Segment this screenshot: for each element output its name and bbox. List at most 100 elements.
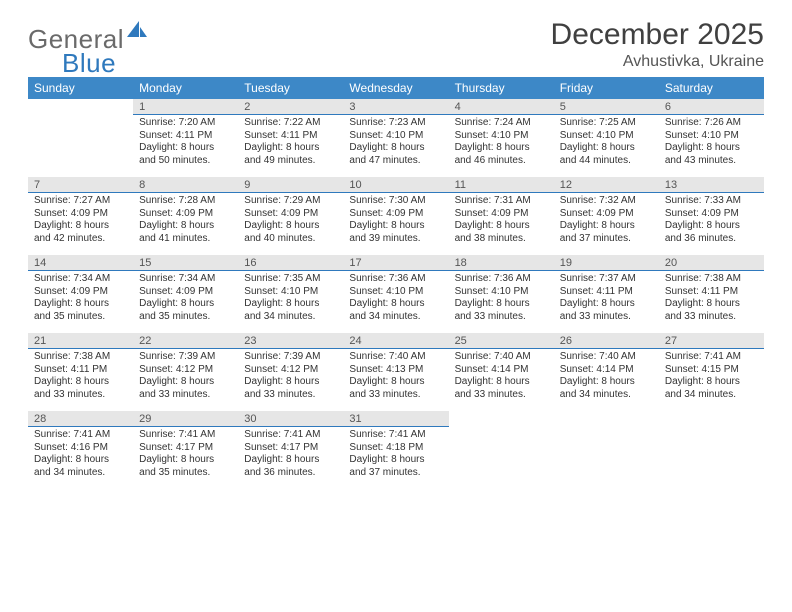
day-details: Sunrise: 7:41 AMSunset: 4:17 PMDaylight:… [238,427,343,483]
day-number: 10 [343,177,448,193]
calendar-day-cell: 17Sunrise: 7:36 AMSunset: 4:10 PMDayligh… [343,255,448,333]
calendar-page: General December 2025 Avhustivka, Ukrain… [0,0,792,612]
day-content: 31Sunrise: 7:41 AMSunset: 4:18 PMDayligh… [343,411,448,489]
day-content: 28Sunrise: 7:41 AMSunset: 4:16 PMDayligh… [28,411,133,489]
calendar-day-cell: 6Sunrise: 7:26 AMSunset: 4:10 PMDaylight… [659,99,764,177]
calendar-day-cell: 4Sunrise: 7:24 AMSunset: 4:10 PMDaylight… [449,99,554,177]
daylight-line-a: Daylight: 8 hours [34,376,127,389]
daylight-line-b: and 35 minutes. [34,311,127,324]
day-details: Sunrise: 7:41 AMSunset: 4:16 PMDaylight:… [28,427,133,483]
daylight-line-a: Daylight: 8 hours [349,142,442,155]
sunrise-line: Sunrise: 7:33 AM [665,195,758,208]
day-number: 18 [449,255,554,271]
daylight-line-a: Daylight: 8 hours [139,454,232,467]
calendar-day-cell [28,99,133,177]
calendar-body: 1Sunrise: 7:20 AMSunset: 4:11 PMDaylight… [28,99,764,489]
daylight-line-b: and 33 minutes. [455,311,548,324]
day-content: 21Sunrise: 7:38 AMSunset: 4:11 PMDayligh… [28,333,133,411]
sunset-line: Sunset: 4:14 PM [560,364,653,377]
sunset-line: Sunset: 4:12 PM [139,364,232,377]
day-content: 2Sunrise: 7:22 AMSunset: 4:11 PMDaylight… [238,99,343,177]
day-content: 8Sunrise: 7:28 AMSunset: 4:09 PMDaylight… [133,177,238,255]
daylight-line-b: and 34 minutes. [34,467,127,480]
sunrise-line: Sunrise: 7:40 AM [455,351,548,364]
daylight-line-a: Daylight: 8 hours [34,220,127,233]
day-number: 11 [449,177,554,193]
day-number: 22 [133,333,238,349]
day-content: 10Sunrise: 7:30 AMSunset: 4:09 PMDayligh… [343,177,448,255]
sunrise-line: Sunrise: 7:25 AM [560,117,653,130]
sunrise-line: Sunrise: 7:30 AM [349,195,442,208]
day-number: 24 [343,333,448,349]
daylight-line-b: and 47 minutes. [349,155,442,168]
calendar-day-cell: 11Sunrise: 7:31 AMSunset: 4:09 PMDayligh… [449,177,554,255]
sunset-line: Sunset: 4:11 PM [34,364,127,377]
daylight-line-b: and 34 minutes. [560,389,653,402]
sunrise-line: Sunrise: 7:41 AM [244,429,337,442]
day-number: 3 [343,99,448,115]
daylight-line-b: and 41 minutes. [139,233,232,246]
day-details: Sunrise: 7:34 AMSunset: 4:09 PMDaylight:… [133,271,238,327]
day-content: 17Sunrise: 7:36 AMSunset: 4:10 PMDayligh… [343,255,448,333]
day-content: 15Sunrise: 7:34 AMSunset: 4:09 PMDayligh… [133,255,238,333]
daylight-line-a: Daylight: 8 hours [349,454,442,467]
day-number: 4 [449,99,554,115]
sunrise-line: Sunrise: 7:36 AM [455,273,548,286]
sunrise-line: Sunrise: 7:22 AM [244,117,337,130]
daylight-line-b: and 36 minutes. [665,233,758,246]
calendar-day-cell: 5Sunrise: 7:25 AMSunset: 4:10 PMDaylight… [554,99,659,177]
calendar-week-row: 21Sunrise: 7:38 AMSunset: 4:11 PMDayligh… [28,333,764,411]
daylight-line-b: and 35 minutes. [139,467,232,480]
day-number: 14 [28,255,133,271]
daylight-line-b: and 39 minutes. [349,233,442,246]
sunrise-line: Sunrise: 7:26 AM [665,117,758,130]
day-content: 18Sunrise: 7:36 AMSunset: 4:10 PMDayligh… [449,255,554,333]
day-content: 6Sunrise: 7:26 AMSunset: 4:10 PMDaylight… [659,99,764,177]
day-details: Sunrise: 7:40 AMSunset: 4:14 PMDaylight:… [449,349,554,405]
sunset-line: Sunset: 4:10 PM [455,130,548,143]
sunrise-line: Sunrise: 7:28 AM [139,195,232,208]
weekday-header: Wednesday [343,77,448,99]
sunset-line: Sunset: 4:17 PM [139,442,232,455]
weekday-header: Saturday [659,77,764,99]
day-details: Sunrise: 7:40 AMSunset: 4:14 PMDaylight:… [554,349,659,405]
day-content: 19Sunrise: 7:37 AMSunset: 4:11 PMDayligh… [554,255,659,333]
day-number: 20 [659,255,764,271]
daylight-line-a: Daylight: 8 hours [455,142,548,155]
calendar-day-cell: 19Sunrise: 7:37 AMSunset: 4:11 PMDayligh… [554,255,659,333]
calendar-day-cell: 2Sunrise: 7:22 AMSunset: 4:11 PMDaylight… [238,99,343,177]
brand-sail-icon [126,20,148,43]
calendar-day-cell: 26Sunrise: 7:40 AMSunset: 4:14 PMDayligh… [554,333,659,411]
sunrise-line: Sunrise: 7:41 AM [34,429,127,442]
daylight-line-a: Daylight: 8 hours [665,376,758,389]
day-content: 4Sunrise: 7:24 AMSunset: 4:10 PMDaylight… [449,99,554,177]
daylight-line-b: and 33 minutes. [34,389,127,402]
daylight-line-b: and 38 minutes. [455,233,548,246]
day-content: 20Sunrise: 7:38 AMSunset: 4:11 PMDayligh… [659,255,764,333]
sunset-line: Sunset: 4:15 PM [665,364,758,377]
calendar-day-cell: 15Sunrise: 7:34 AMSunset: 4:09 PMDayligh… [133,255,238,333]
day-details: Sunrise: 7:38 AMSunset: 4:11 PMDaylight:… [28,349,133,405]
day-number: 9 [238,177,343,193]
day-content: 29Sunrise: 7:41 AMSunset: 4:17 PMDayligh… [133,411,238,489]
sunset-line: Sunset: 4:09 PM [665,208,758,221]
weekday-header: Sunday [28,77,133,99]
calendar-day-cell: 28Sunrise: 7:41 AMSunset: 4:16 PMDayligh… [28,411,133,489]
sunset-line: Sunset: 4:16 PM [34,442,127,455]
daylight-line-b: and 50 minutes. [139,155,232,168]
day-details: Sunrise: 7:22 AMSunset: 4:11 PMDaylight:… [238,115,343,171]
daylight-line-a: Daylight: 8 hours [665,220,758,233]
calendar-day-cell: 8Sunrise: 7:28 AMSunset: 4:09 PMDaylight… [133,177,238,255]
month-title: December 2025 [551,18,764,51]
sunrise-line: Sunrise: 7:41 AM [139,429,232,442]
day-number: 30 [238,411,343,427]
day-content: 3Sunrise: 7:23 AMSunset: 4:10 PMDaylight… [343,99,448,177]
sunset-line: Sunset: 4:13 PM [349,364,442,377]
daylight-line-b: and 42 minutes. [34,233,127,246]
day-content: 11Sunrise: 7:31 AMSunset: 4:09 PMDayligh… [449,177,554,255]
calendar-week-row: 7Sunrise: 7:27 AMSunset: 4:09 PMDaylight… [28,177,764,255]
daylight-line-b: and 34 minutes. [349,311,442,324]
calendar-day-cell: 1Sunrise: 7:20 AMSunset: 4:11 PMDaylight… [133,99,238,177]
calendar-day-cell [659,411,764,489]
day-content: 24Sunrise: 7:40 AMSunset: 4:13 PMDayligh… [343,333,448,411]
